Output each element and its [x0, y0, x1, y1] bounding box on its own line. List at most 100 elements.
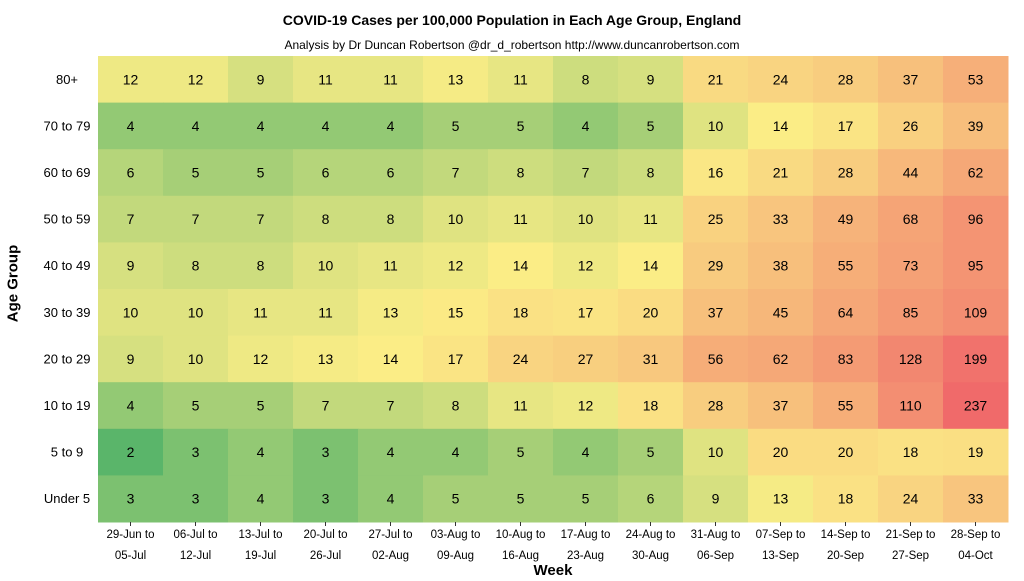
heatmap-cell [683, 335, 749, 383]
heatmap-cell [943, 195, 1009, 243]
heatmap-cell [358, 382, 424, 430]
heatmap-cell [423, 428, 489, 476]
heatmap-cell [618, 289, 684, 337]
x-tick-label-line1: 03-Aug to [431, 529, 481, 541]
cell-value-label: 4 [387, 118, 395, 134]
cell-value-label: 7 [387, 398, 395, 414]
cell-value-label: 5 [452, 491, 460, 507]
heatmap-cell [228, 242, 294, 290]
cell-value-label: 29 [708, 258, 724, 274]
x-tick-label-line1: 24-Aug to [626, 529, 676, 541]
heatmap-cell [293, 335, 359, 383]
heatmap-cell [163, 195, 229, 243]
cell-value-label: 5 [647, 118, 655, 134]
x-tick-label-line2: 27-Sep [892, 550, 929, 562]
cell-value-label: 25 [708, 211, 724, 227]
heatmap-cell [813, 382, 879, 430]
cell-value-label: 14 [773, 118, 789, 134]
heatmap-cell [813, 428, 879, 476]
heatmap-cell [228, 335, 294, 383]
heatmap-cell [878, 195, 944, 243]
cell-value-label: 8 [192, 258, 200, 274]
heatmap-cell [488, 102, 554, 150]
cell-value-label: 8 [452, 398, 460, 414]
cell-value-label: 7 [127, 211, 135, 227]
heatmap-cell [618, 242, 684, 290]
cell-value-label: 68 [903, 211, 919, 227]
x-tick-label-line2: 16-Aug [502, 550, 539, 562]
heatmap-cell [943, 382, 1009, 430]
heatmap-cell [228, 195, 294, 243]
x-tick-label-line2: 09-Aug [437, 550, 474, 562]
heatmap-cell [163, 56, 229, 104]
heatmap-cell [98, 428, 164, 476]
heatmap-cell [553, 475, 619, 523]
x-tick-label-line1: 14-Sep to [821, 529, 871, 541]
cell-value-label: 10 [448, 211, 464, 227]
heatmap-cell [943, 56, 1009, 104]
heatmap-cell [163, 242, 229, 290]
heatmap-cell [423, 149, 489, 197]
cell-value-label: 96 [968, 211, 984, 227]
cell-value-label: 3 [192, 444, 200, 460]
heatmap-cell [553, 335, 619, 383]
cell-value-label: 8 [322, 211, 330, 227]
heatmap-cell [488, 475, 554, 523]
cell-value-label: 5 [647, 444, 655, 460]
cell-value-label: 4 [322, 118, 330, 134]
cell-value-label: 10 [708, 444, 724, 460]
heatmap-cell [488, 56, 554, 104]
heatmap-cell [163, 428, 229, 476]
heatmap-cell [293, 382, 359, 430]
heatmap-cell [293, 428, 359, 476]
heatmap-cell [553, 428, 619, 476]
heatmap-cell [163, 335, 229, 383]
heatmap-cell [163, 475, 229, 523]
cell-value-label: 11 [643, 211, 658, 227]
heatmap-cell [293, 102, 359, 150]
heatmap-cell [683, 382, 749, 430]
heatmap-cell [358, 335, 424, 383]
cell-value-label: 38 [773, 258, 789, 274]
heatmap-cell [423, 56, 489, 104]
heatmap-cell [683, 242, 749, 290]
heatmap-cell [683, 195, 749, 243]
cell-value-label: 64 [838, 304, 854, 320]
heatmap-cell [553, 102, 619, 150]
cell-value-label: 8 [517, 165, 525, 181]
cell-value-label: 11 [383, 71, 398, 87]
heatmap-cell [813, 102, 879, 150]
cell-value-label: 7 [452, 165, 460, 181]
cell-value-label: 17 [578, 304, 594, 320]
cell-value-label: 62 [968, 165, 984, 181]
heatmap-cell [293, 242, 359, 290]
heatmap-cell [423, 475, 489, 523]
heatmap-cell [813, 475, 879, 523]
cell-value-label: 33 [968, 491, 984, 507]
heatmap-cell [813, 242, 879, 290]
cell-value-label: 14 [513, 258, 529, 274]
cell-value-label: 6 [127, 165, 135, 181]
x-axis-label: Week [533, 562, 573, 579]
heatmap-cell [163, 102, 229, 150]
heatmap-cell [553, 289, 619, 337]
cell-value-label: 9 [257, 71, 265, 87]
x-tick-label-line2: 02-Aug [372, 550, 409, 562]
x-tick-label-line1: 10-Aug to [496, 529, 546, 541]
heatmap-cell [423, 289, 489, 337]
cell-value-label: 6 [322, 165, 330, 181]
heatmap-cell [943, 289, 1009, 337]
y-tick-label: 20 to 29 [44, 351, 91, 366]
cell-value-label: 3 [192, 491, 200, 507]
heatmap-cell [618, 195, 684, 243]
heatmap-cell [618, 335, 684, 383]
x-tick-label-line1: 20-Jul to [303, 529, 347, 541]
heatmap-cell [618, 56, 684, 104]
chart-subtitle: Analysis by Dr Duncan Robertson @dr_d_ro… [284, 38, 740, 52]
cell-value-label: 4 [257, 118, 265, 134]
heatmap-cell [293, 149, 359, 197]
cell-value-label: 13 [773, 491, 789, 507]
cell-value-label: 53 [968, 71, 984, 87]
cell-value-label: 28 [838, 71, 854, 87]
